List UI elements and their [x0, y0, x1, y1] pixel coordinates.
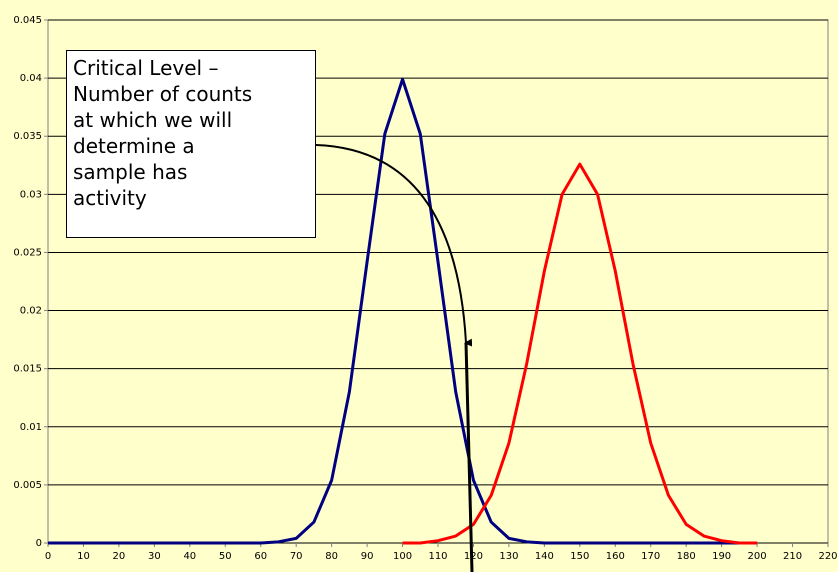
y-tick-label: 0.01 [20, 422, 42, 433]
y-tick-label: 0.005 [13, 480, 42, 491]
annotation-line: Number of counts [73, 82, 253, 106]
x-tick-label: 160 [606, 551, 625, 562]
arrow [315, 144, 473, 347]
y-tick-label: 0.03 [20, 189, 42, 200]
x-tick-label: 50 [219, 551, 232, 562]
x-tick-label: 130 [499, 551, 518, 562]
x-tick-label: 70 [290, 551, 303, 562]
x-tick-label: 60 [254, 551, 267, 562]
y-tick-label: 0.045 [13, 15, 42, 26]
x-tick-label: 0 [45, 551, 51, 562]
x-tick-label: 10 [77, 551, 90, 562]
x-tick-label: 110 [428, 551, 447, 562]
x-tick-label: 80 [325, 551, 338, 562]
x-tick-label: 140 [535, 551, 554, 562]
annotation-line: activity [73, 186, 147, 210]
y-tick-label: 0.015 [13, 364, 42, 375]
x-tick-label: 210 [783, 551, 802, 562]
x-tick-label: 100 [393, 551, 412, 562]
series-line [48, 77, 758, 545]
y-tick-label: 0 [36, 538, 42, 549]
y-tick-label: 0.04 [20, 73, 42, 84]
x-tick-label: 150 [570, 551, 589, 562]
x-tick-label: 200 [748, 551, 767, 562]
y-tick-label: 0.035 [13, 131, 42, 142]
annotation-line: Critical Level – [73, 56, 219, 80]
x-tick-label: 190 [712, 551, 731, 562]
y-tick-label: 0.02 [20, 306, 42, 317]
annotation-line: at which we will [73, 108, 233, 132]
x-tick-label: 20 [113, 551, 126, 562]
annotation-line: sample has [73, 160, 188, 184]
x-tick-label: 90 [361, 551, 374, 562]
x-tick-label: 180 [677, 551, 696, 562]
annotation-line: determine a [73, 134, 195, 158]
x-tick-label: 40 [183, 551, 196, 562]
series-line [402, 162, 758, 545]
x-tick-label: 120 [464, 551, 483, 562]
x-tick-label: 220 [818, 551, 837, 562]
annotation: Critical Level – Number of counts at which… [66, 50, 316, 238]
critical-level-line [464, 342, 474, 572]
x-tick-label: 170 [641, 551, 660, 562]
x-tick-label: 30 [148, 551, 161, 562]
y-tick-label: 0.025 [13, 247, 42, 258]
